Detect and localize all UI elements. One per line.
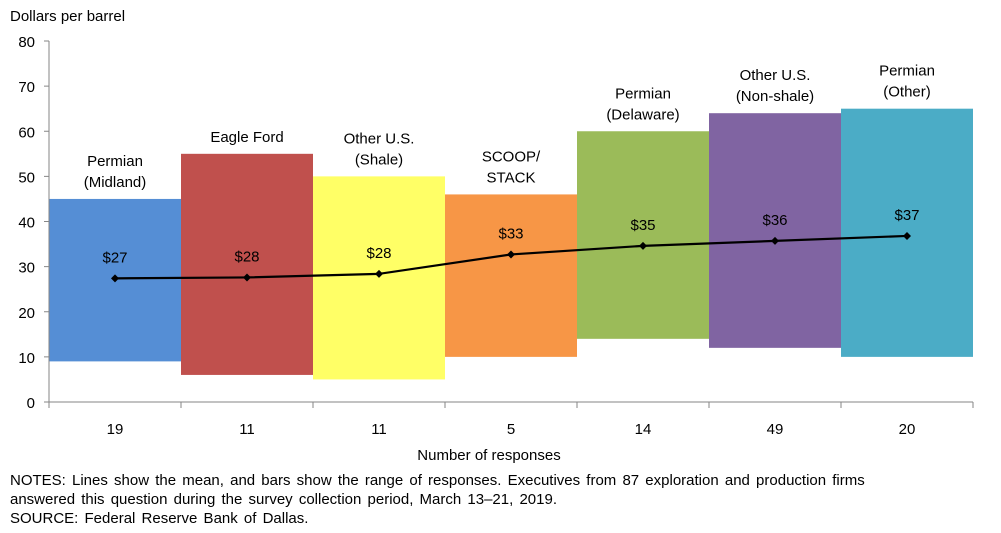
y-tick-label: 10 [18,350,35,367]
mean-data-label: $28 [234,248,259,265]
y-tick-label: 50 [18,169,35,186]
range-bar [709,113,841,348]
x-axis-label: Number of responses [417,447,560,464]
category-label-line: (Other) [883,84,931,101]
mean-marker [507,250,515,259]
category-label-line: Other U.S. [344,130,415,147]
mean-marker [243,273,251,282]
y-tick-label: 80 [18,34,35,51]
x-tick-label: 14 [635,421,652,438]
category-label-line: Permian [615,85,671,102]
mean-data-label: $36 [762,212,787,229]
category-label: Permian (Delaware) [606,85,679,123]
category-label-line: (Non-shale) [736,88,814,105]
category-label-line: Permian [87,153,143,170]
x-tick-label: 11 [239,421,255,438]
mean-data-label: $35 [630,217,655,234]
category-label-line: Permian [879,63,935,80]
y-tick-label: 70 [18,79,35,96]
mean-marker [771,236,779,245]
x-tick-label: 49 [767,421,784,438]
source-line: SOURCE: Federal Reserve Bank of Dallas. [10,510,309,527]
category-label: Eagle Ford [210,129,283,146]
y-tick-label: 40 [18,215,35,232]
range-bar [445,194,577,357]
y-tick-label: 30 [18,260,35,277]
category-label: SCOOP/STACK [482,148,541,186]
category-label: Other U.S. (Shale) [344,130,415,168]
mean-data-label: $28 [366,245,391,262]
category-label: Other U.S. (Non-shale) [736,67,814,105]
mean-marker [111,274,119,283]
x-tick-label: 20 [899,421,916,438]
mean-marker [903,231,911,240]
y-axis-label: Dollars per barrel [10,8,125,25]
category-label-line: SCOOP/ [482,148,541,165]
category-label: Permian (Midland) [84,153,147,191]
category-label: Permian (Other) [879,63,935,101]
notes-line-2: answered this question during the survey… [10,491,557,508]
range-bar [313,176,445,380]
range-bar [577,131,709,339]
notes: NOTES: Lines show the mean, and bars sho… [10,471,970,528]
y-tick-label: 60 [18,124,35,141]
mean-data-label: $37 [894,207,919,224]
y-tick-label: 0 [27,395,35,412]
range-chart: 0 10 20 30 40 50 60 70 80 19 11 11 5 14 49 20 $27 $28 $28… [10,8,974,464]
category-label-line: Other U.S. [740,67,811,84]
category-label-line: (Shale) [355,151,403,168]
category-label-line: (Midland) [84,174,147,191]
mean-marker [375,269,383,278]
x-tick-label: 19 [107,421,124,438]
category-label-line: Eagle Ford [210,129,283,146]
y-tick-label: 20 [18,305,35,322]
x-tick-label: 5 [507,421,515,438]
notes-line-1: NOTES: Lines show the mean, and bars sho… [10,472,865,489]
x-tick-label: 11 [371,421,387,438]
category-label-line: STACK [487,169,536,186]
mean-data-label: $27 [102,249,127,266]
category-label-line: (Delaware) [606,106,679,123]
range-bar [181,153,313,375]
mean-marker [639,241,647,250]
mean-data-label: $33 [498,225,523,242]
